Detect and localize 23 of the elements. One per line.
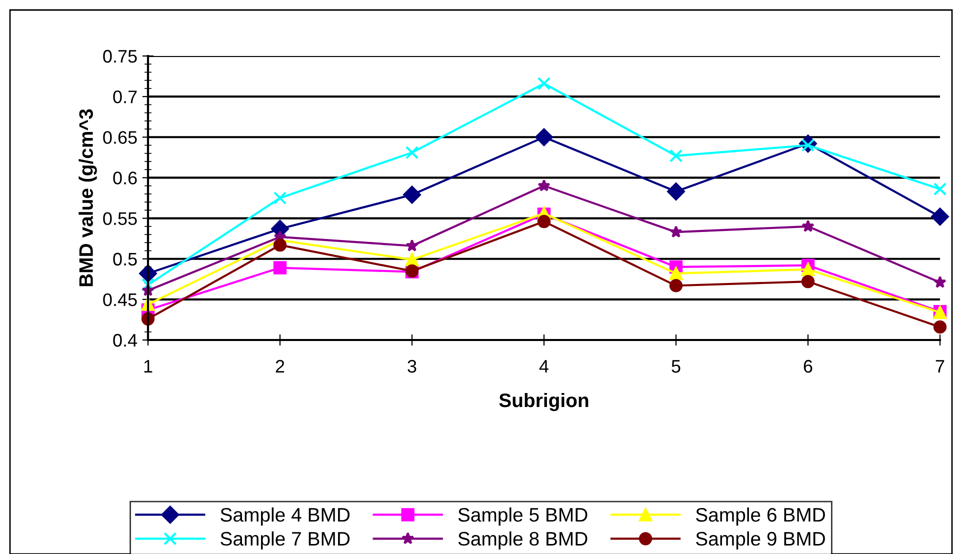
legend-label: Sample 8 BMD [458,531,588,550]
y-tick-label: 0.4 [113,334,138,347]
y-tick-label: 0.75 [103,50,137,63]
y-axis-title: BMD value (g/cm^3 [78,109,97,286]
legend-label: Sample 5 BMD [458,507,588,526]
y-tick-label: 0.65 [103,131,137,144]
legend-label: Sample 7 BMD [220,531,350,550]
y-tick-label: 0.45 [103,293,137,306]
x-tick-label: 6 [804,360,812,373]
y-tick-label: 0.5 [113,252,137,266]
x-tick-label: 4 [539,360,548,373]
x-tick-label: 7 [936,360,944,373]
legend-label: Sample 4 BMD [220,507,350,526]
y-tick-label: 0.6 [113,172,137,184]
x-tick-label: 5 [672,360,680,373]
x-tick-label: 2 [276,360,284,373]
x-tick-label: 3 [408,360,416,373]
y-tick-label: 0.7 [113,90,137,104]
x-tick-label: 1 [144,360,152,373]
legend-label: Sample 6 BMD [696,507,825,526]
legend-label: Sample 9 BMD [696,531,825,550]
y-tick-label: 0.55 [103,212,137,226]
x-axis-title: Subrigion [499,392,588,412]
